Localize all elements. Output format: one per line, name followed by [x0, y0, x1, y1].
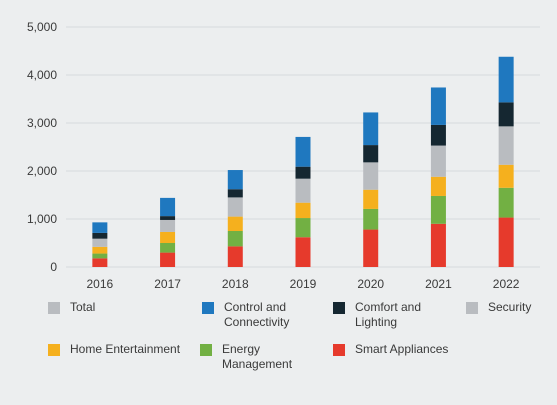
- y-tick-label: 5,000: [27, 20, 57, 34]
- bar-segment: [295, 178, 311, 203]
- bar-segment: [295, 237, 311, 267]
- bar-segment: [295, 218, 311, 238]
- x-tick-label: 2020: [357, 277, 384, 291]
- x-tick-label: 2018: [222, 277, 249, 291]
- bar-segment: [92, 246, 108, 254]
- bar-segment: [160, 216, 176, 220]
- y-tick-label: 4,000: [27, 68, 57, 82]
- x-tick-label: 2017: [154, 277, 181, 291]
- bar-segment: [227, 189, 243, 198]
- bar-segment: [430, 223, 446, 267]
- bar-segment: [498, 187, 514, 218]
- y-tick-label: 1,000: [27, 212, 57, 226]
- bar-segment: [430, 176, 446, 196]
- bar-segment: [227, 246, 243, 267]
- bar-segment: [363, 112, 379, 146]
- y-tick-label: 0: [50, 260, 57, 274]
- bar-segment: [363, 189, 379, 209]
- bars: [92, 56, 514, 267]
- bar-segment: [363, 229, 379, 267]
- bar-segment: [227, 231, 243, 247]
- x-tick-label: 2019: [290, 277, 317, 291]
- y-tick-label: 2,000: [27, 164, 57, 178]
- bar-segment: [92, 258, 108, 267]
- bar-segment: [160, 243, 176, 253]
- bar-segment: [430, 195, 446, 224]
- bar-segment: [363, 208, 379, 230]
- y-tick-label: 3,000: [27, 116, 57, 130]
- bar-segment: [160, 231, 176, 243]
- bar-segment: [92, 238, 108, 247]
- bar-segment: [160, 197, 176, 217]
- x-tick-label: 2021: [425, 277, 452, 291]
- bar-segment: [227, 197, 243, 217]
- bar-segment: [430, 145, 446, 177]
- bar-segment: [498, 164, 514, 188]
- bar-segment: [227, 216, 243, 231]
- x-axis-ticks: 2016 2017 2018 2019 2020 2021 2022: [87, 277, 520, 291]
- bar-segment: [295, 202, 311, 219]
- bar-segment: [160, 252, 176, 267]
- bar-segment: [92, 222, 108, 233]
- bar-segment: [92, 253, 108, 259]
- bar-segment: [498, 126, 514, 165]
- bar-segment: [363, 145, 379, 163]
- bar-segment: [295, 166, 311, 179]
- bar-segment: [363, 162, 379, 190]
- bar-segment: [430, 124, 446, 146]
- bar-segment: [295, 136, 311, 167]
- y-axis-ticks: 0 1,000 2,000 3,000 4,000 5,000: [27, 20, 57, 274]
- bar-segment: [498, 102, 514, 127]
- bar-segment: [498, 56, 514, 103]
- bar-segment: [160, 219, 176, 232]
- x-tick-label: 2016: [87, 277, 114, 291]
- bar-segment: [498, 217, 514, 267]
- bar-segment: [430, 87, 446, 125]
- x-tick-label: 2022: [493, 277, 520, 291]
- bar-segment: [92, 232, 108, 239]
- bar-segment: [227, 170, 243, 190]
